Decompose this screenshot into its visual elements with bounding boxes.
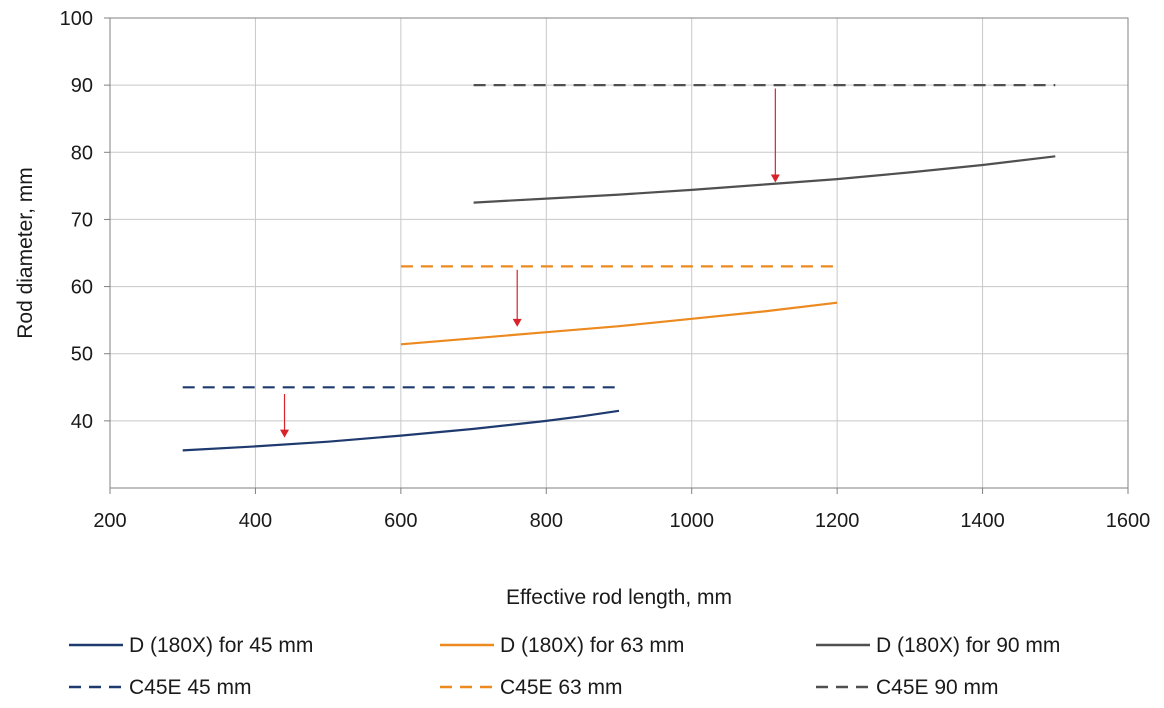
y-axis-ticks: 40 50 60 70 80 90 100 (60, 8, 110, 433)
x-tick-label: 600 (384, 510, 417, 532)
y-tick-label: 80 (71, 142, 93, 164)
plot-border (109, 17, 1129, 489)
series-line-2 (400, 301, 838, 346)
plot-frame (109, 17, 1129, 489)
y-axis-label: Rod diameter, mm (14, 167, 37, 339)
grid (110, 18, 1128, 488)
x-tick-label: 1200 (815, 510, 860, 532)
annotation-layer (280, 88, 780, 438)
legend-label-3: D (180X) for 90 mm (876, 634, 1060, 657)
y-tick-label: 40 (71, 411, 93, 433)
x-tick-label: 800 (530, 510, 563, 532)
series-line-1 (182, 409, 620, 452)
legend: D (180X) for 45 mm D (180X) for 63 mm D (1… (69, 634, 1060, 699)
legend-label-2: D (180X) for 63 mm (500, 634, 684, 657)
legend-label-5: C45E 63 mm (500, 676, 623, 699)
x-tick-label: 1400 (960, 510, 1005, 532)
y-tick-label: 100 (60, 8, 93, 30)
legend-label-4: C45E 45 mm (129, 676, 252, 699)
arrow-head-3 (770, 174, 780, 183)
x-tick-label: 1000 (669, 510, 714, 532)
x-axis-ticks: 200 400 600 800 1000 1200 1400 1600 (93, 488, 1150, 532)
arrow-head-1 (280, 429, 290, 438)
y-tick-label: 70 (71, 209, 93, 231)
y-tick-label: 90 (71, 75, 93, 97)
x-tick-label: 1600 (1106, 510, 1151, 532)
y-tick-label: 50 (71, 344, 93, 366)
series-line-3 (473, 155, 1056, 204)
x-tick-label: 200 (93, 510, 126, 532)
series-layer (182, 84, 1056, 452)
legend-label-1: D (180X) for 45 mm (129, 634, 313, 657)
arrow-head-2 (512, 318, 522, 327)
y-tick-label: 60 (71, 277, 93, 299)
x-tick-label: 400 (239, 510, 272, 532)
legend-label-6: C45E 90 mm (876, 676, 999, 699)
x-axis-label: Effective rod length, mm (506, 586, 732, 609)
